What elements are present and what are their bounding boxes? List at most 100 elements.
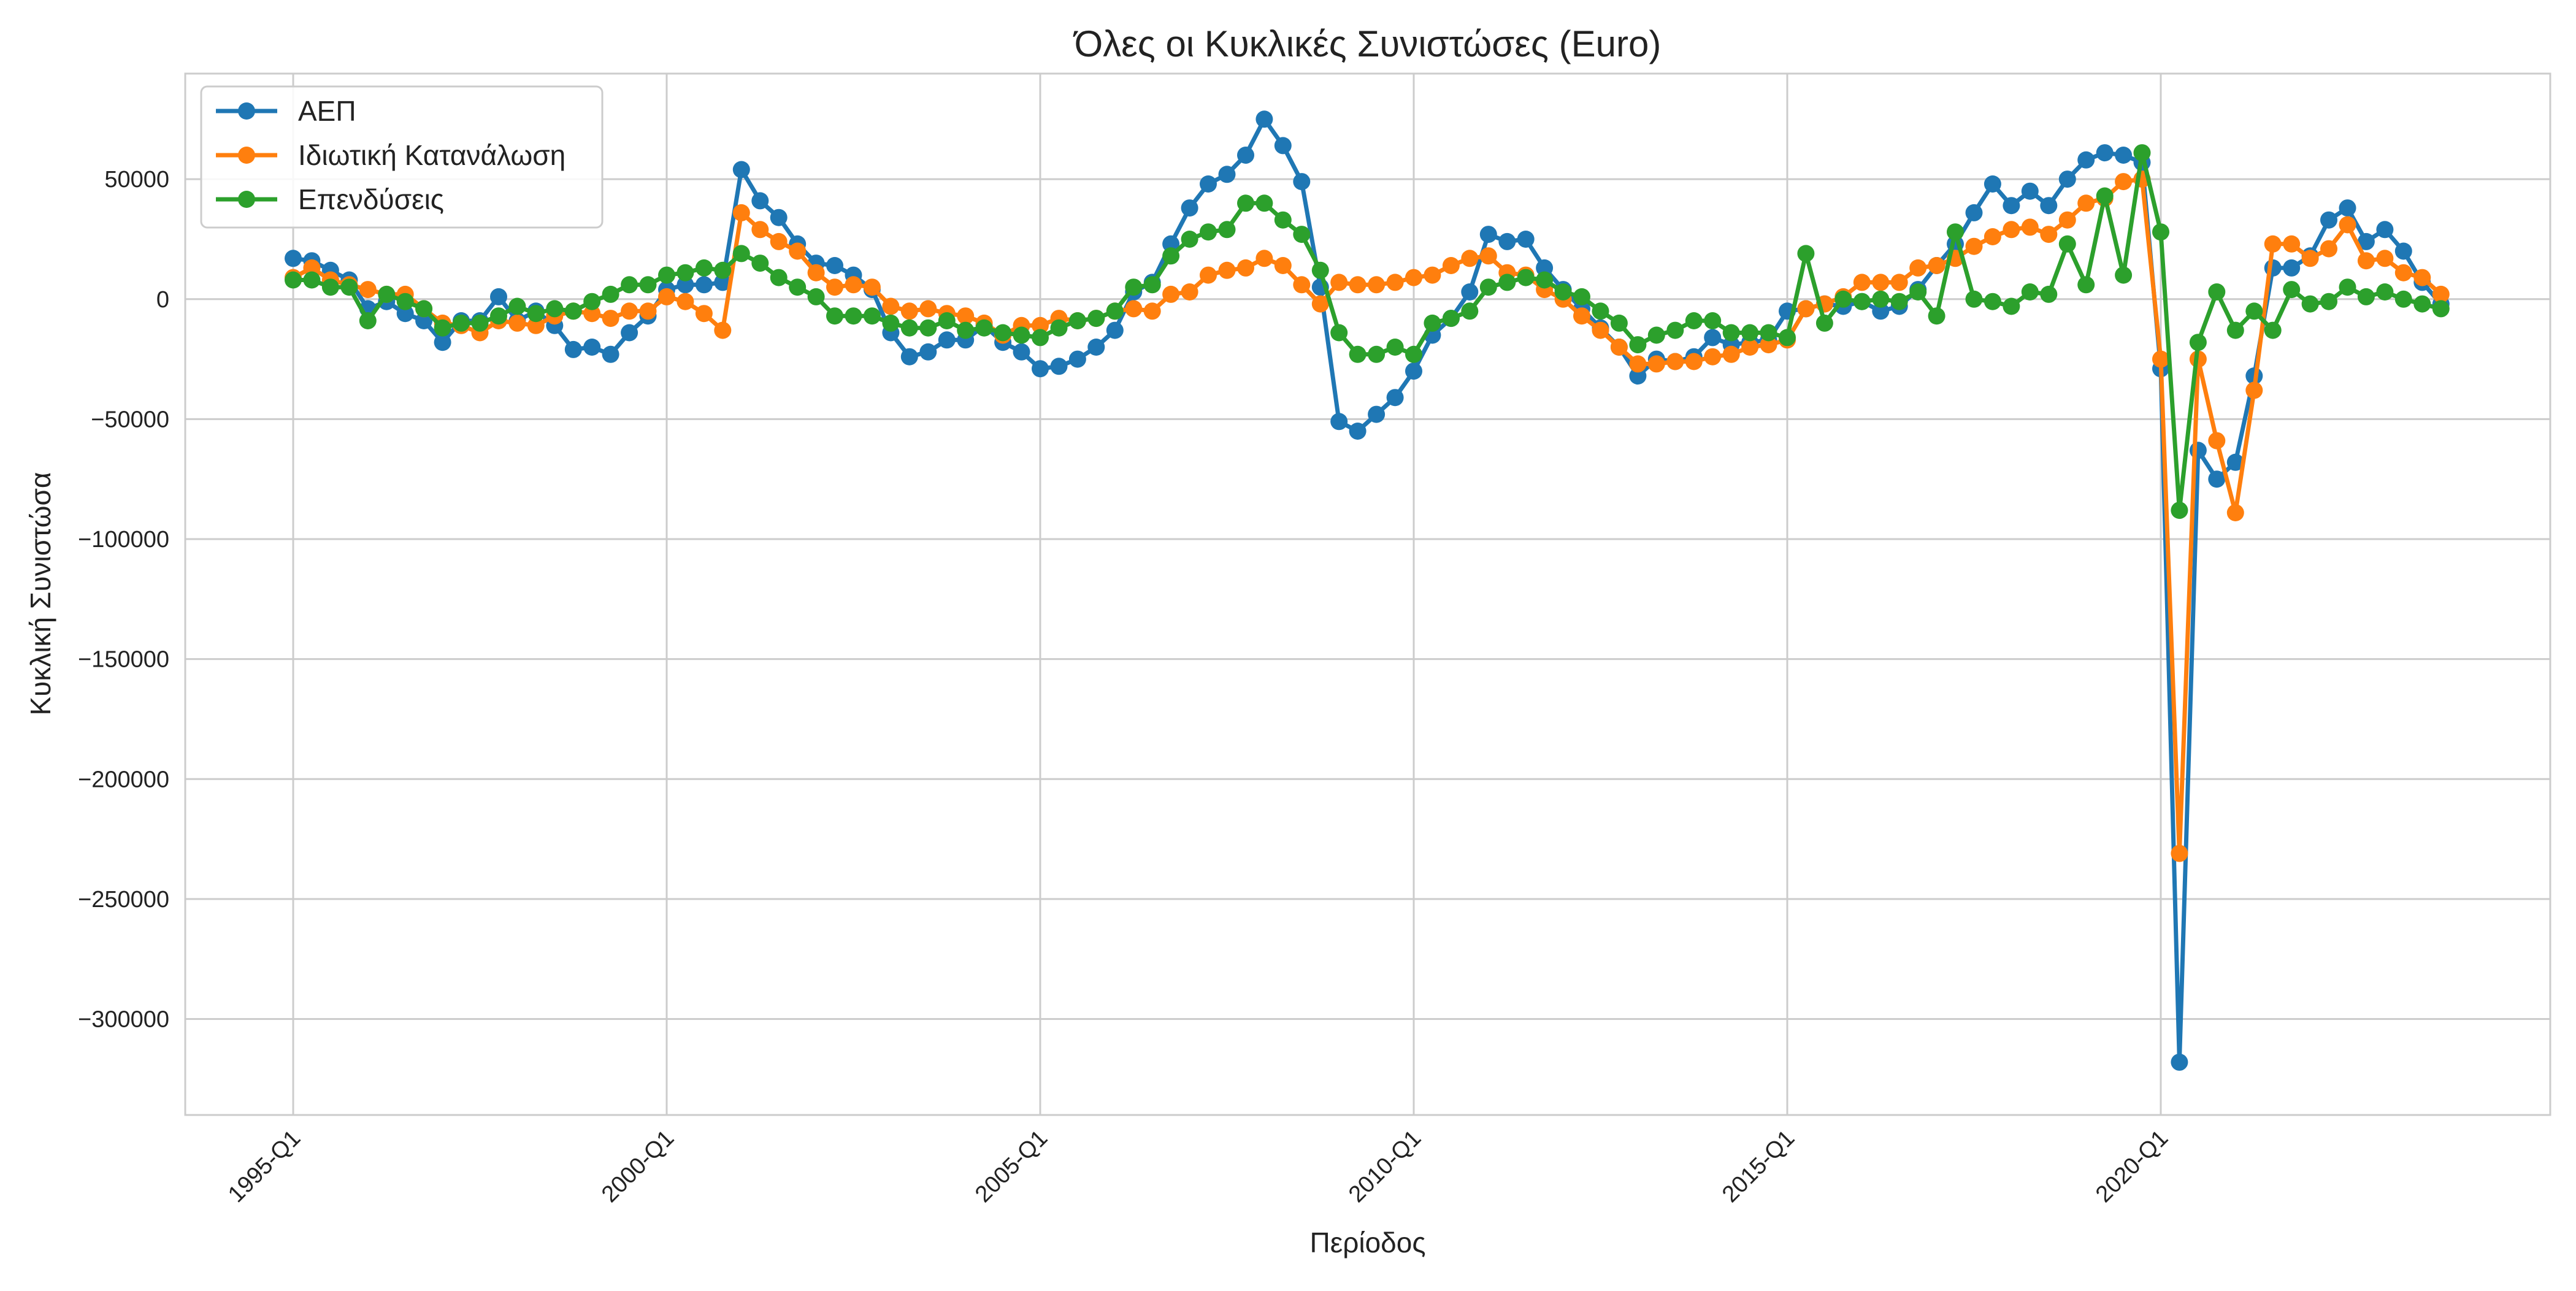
data-point-gdp — [1629, 367, 1647, 385]
legend: ΑΕΠ Ιδιωτική Κατανάλωση Επενδύσεις — [200, 85, 604, 229]
y-tick-label: −300000 — [78, 1007, 169, 1033]
data-point-investment — [751, 255, 769, 272]
x-axis-label: Περίοδος — [1309, 1227, 1425, 1258]
data-point-investment — [900, 319, 918, 337]
data-point-investment — [2040, 285, 2058, 303]
data-point-investment — [1479, 278, 1497, 296]
data-point-gdp — [1536, 259, 1554, 277]
data-point-investment — [2077, 276, 2095, 294]
data-point-investment — [1554, 283, 1572, 301]
data-point-investment — [1255, 194, 1273, 212]
data-point-consumption — [900, 302, 918, 320]
data-point-consumption — [1368, 276, 1386, 294]
data-point-investment — [508, 297, 526, 315]
data-point-investment — [1815, 314, 1833, 332]
data-point-investment — [583, 293, 601, 310]
data-point-consumption — [2208, 432, 2226, 450]
data-point-gdp — [583, 339, 601, 356]
data-point-investment — [1442, 310, 1460, 328]
data-point-investment — [2003, 297, 2020, 315]
data-point-consumption — [2171, 845, 2188, 862]
data-point-investment — [303, 271, 321, 289]
data-point-consumption — [1442, 257, 1460, 274]
y-tick-label: −200000 — [78, 767, 169, 792]
data-point-investment — [1965, 290, 1983, 308]
data-point-gdp — [714, 274, 732, 291]
x-tick-label: 2010-Q1 — [1344, 1125, 1426, 1208]
data-point-consumption — [2339, 216, 2356, 234]
data-point-consumption — [807, 264, 825, 282]
data-point-gdp — [2171, 1053, 2188, 1071]
data-point-gdp — [732, 161, 750, 178]
data-point-consumption — [1890, 274, 1908, 291]
data-point-gdp — [2283, 259, 2301, 277]
y-tick-label: −100000 — [78, 527, 169, 553]
data-point-investment — [2226, 321, 2244, 339]
data-point-gdp — [1984, 175, 2001, 193]
data-point-consumption — [1909, 259, 1927, 277]
data-point-investment — [321, 278, 339, 296]
data-point-consumption — [1218, 261, 1236, 279]
data-point-consumption — [1162, 285, 1180, 303]
data-point-consumption — [957, 307, 975, 325]
data-point-investment — [789, 278, 807, 296]
data-point-consumption — [527, 316, 545, 334]
data-point-investment — [1722, 324, 1740, 342]
y-tick-label: −250000 — [78, 887, 169, 913]
data-point-investment — [396, 293, 414, 310]
data-point-consumption — [1853, 274, 1871, 291]
data-point-gdp — [2021, 182, 2039, 200]
data-point-gdp — [1479, 226, 1497, 243]
data-point-consumption — [1666, 353, 1684, 370]
data-point-gdp — [1032, 360, 1049, 378]
data-point-consumption — [732, 204, 750, 221]
data-point-consumption — [1704, 348, 1722, 366]
data-point-investment — [1685, 312, 1703, 329]
data-point-investment — [378, 285, 396, 303]
data-point-investment — [1610, 314, 1628, 332]
data-point-consumption — [1330, 274, 1348, 291]
data-point-gdp — [2208, 470, 2226, 488]
data-point-consumption — [1032, 316, 1049, 334]
data-point-consumption — [2058, 211, 2076, 229]
data-point-consumption — [2301, 250, 2319, 267]
data-point-investment — [1741, 324, 1759, 342]
data-point-investment — [2376, 283, 2394, 301]
legend-marker-investment — [238, 191, 255, 208]
data-point-investment — [546, 300, 564, 318]
data-point-investment — [2152, 223, 2169, 241]
y-axis-label: Κυκλική Συνιστώσα — [25, 472, 56, 715]
data-point-investment — [1592, 302, 1609, 320]
data-point-consumption — [1274, 257, 1292, 274]
data-point-investment — [1760, 324, 1777, 342]
data-point-investment — [1834, 290, 1852, 308]
data-point-consumption — [1143, 302, 1161, 320]
data-point-consumption — [303, 259, 321, 277]
data-point-gdp — [1386, 389, 1404, 407]
data-point-consumption — [770, 232, 788, 250]
series-line-investment — [293, 150, 2442, 513]
data-point-consumption — [1479, 247, 1497, 265]
data-point-investment — [1536, 271, 1554, 289]
data-point-consumption — [1349, 276, 1367, 294]
data-point-consumption — [2245, 381, 2263, 399]
data-point-investment — [1311, 261, 1329, 279]
data-point-consumption — [714, 321, 732, 339]
data-point-consumption — [677, 293, 694, 310]
data-point-gdp — [1237, 147, 1254, 164]
data-point-gdp — [602, 345, 619, 363]
data-point-investment — [1200, 223, 1217, 241]
legend-entry-investment: Επενδύσεις — [216, 183, 444, 215]
grid — [185, 74, 2550, 1115]
data-point-investment — [1293, 226, 1311, 243]
data-point-investment — [2245, 302, 2263, 320]
series-investment — [285, 144, 2450, 519]
data-point-consumption — [1722, 345, 1740, 363]
data-point-investment — [490, 307, 507, 325]
data-point-investment — [695, 259, 713, 277]
data-point-gdp — [1965, 204, 1983, 221]
data-point-gdp — [1162, 235, 1180, 253]
data-point-consumption — [1424, 266, 1441, 284]
data-point-investment — [1424, 314, 1441, 332]
